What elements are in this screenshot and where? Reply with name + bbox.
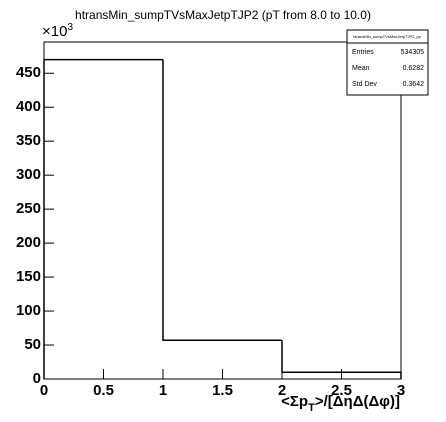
stats-value: 0.6282: [403, 65, 425, 72]
x-tick-label: 2: [278, 382, 286, 399]
x-tick-label: 3: [397, 382, 405, 399]
x-label-sub: T: [308, 402, 315, 414]
y-tick-label: 450: [16, 64, 41, 81]
x-label-main: <Σp: [281, 393, 308, 410]
multiplier-exponent: 3: [67, 22, 73, 33]
y-tick-label: 100: [16, 302, 41, 319]
axis-multiplier: ×103: [42, 22, 73, 40]
y-tick-label: 200: [16, 234, 41, 251]
histogram-bin: [281, 340, 402, 379]
stats-frame: [346, 29, 429, 96]
histogram-bin: [162, 59, 282, 342]
y-tick-label: 0: [33, 370, 41, 387]
x-tick-label: 1: [159, 382, 167, 399]
x-tick-label: 1.5: [212, 382, 233, 399]
multiplier-base: ×10: [42, 23, 67, 40]
stats-value: 0.3642: [403, 81, 425, 88]
y-tick-label: 400: [16, 98, 41, 115]
x-tick-label: 0.5: [93, 382, 114, 399]
x-axis-label: <ΣpT>/[ΔηΔ(Δφ)]: [281, 393, 400, 414]
stats-label: Entries: [352, 49, 374, 56]
stats-label: Std Dev: [352, 81, 377, 88]
y-tick-label: 250: [16, 200, 41, 217]
stats-box: htransMin_sumpTVsMaxJetpTJP2_py: [346, 29, 429, 96]
x-tick-label: 2.5: [331, 382, 352, 399]
y-tick-label: 50: [24, 336, 41, 353]
histogram-bin: [43, 58, 163, 379]
stats-value: 534305: [401, 49, 424, 56]
y-tick-label: 350: [16, 132, 41, 149]
stats-label: Mean: [352, 65, 370, 72]
y-tick-label: 150: [16, 268, 41, 285]
stats-title: htransMin_sumpTVsMaxJetpTJP2_py: [353, 34, 421, 39]
y-tick-label: 300: [16, 166, 41, 183]
x-label-rest: >/[ΔηΔ(Δφ)]: [315, 393, 400, 410]
x-tick-label: 0: [40, 382, 48, 399]
chart-title: htransMin_sumpTVsMaxJetpTJP2 (pT from 8.…: [75, 8, 371, 22]
